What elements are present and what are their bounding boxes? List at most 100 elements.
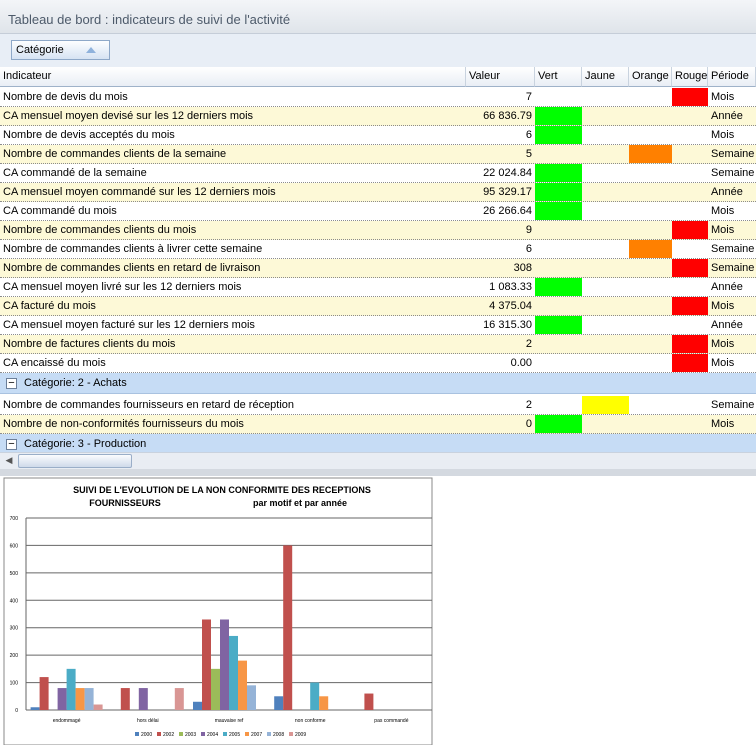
indicator-cell: CA commandé de la semaine <box>3 167 147 179</box>
bar <box>283 545 293 710</box>
bar <box>84 688 94 710</box>
bar <box>66 668 76 710</box>
period-cell: Année <box>711 281 743 293</box>
indicator-cell: Nombre de commandes clients de la semain… <box>3 148 227 160</box>
value-cell: 6 <box>525 243 532 255</box>
indicator-cell: CA mensuel moyen facturé sur les 12 dern… <box>3 319 255 331</box>
period-cell: Mois <box>711 300 735 312</box>
bar <box>193 701 202 710</box>
period-cell: Semaine <box>711 167 755 179</box>
period-cell: Mois <box>711 357 735 369</box>
bar <box>274 696 284 710</box>
indicator-cell: Nombre de factures clients du mois <box>3 338 176 350</box>
column-header: Indicateur <box>0 67 466 87</box>
bar <box>319 696 329 710</box>
legend-swatch <box>223 732 227 736</box>
value-cell: 7 <box>525 91 532 103</box>
indicator-cell: CA commandé du mois <box>3 205 117 217</box>
bar <box>310 682 320 710</box>
indicator-cell: CA encaissé du mois <box>3 357 106 369</box>
x-tick-label: pas commandé <box>374 718 408 724</box>
status-cell <box>535 183 582 201</box>
bar <box>75 688 85 710</box>
bar <box>174 688 184 710</box>
status-cell <box>535 107 582 125</box>
value-cell: 1 083.33 <box>489 281 532 293</box>
status-cell <box>535 316 582 334</box>
group-row[interactable]: Catégorie: 2 - Achats <box>0 373 756 394</box>
indicator-cell: Nombre de commandes clients du mois <box>3 224 197 236</box>
status-cell <box>582 396 629 414</box>
status-cell <box>672 88 708 106</box>
value-cell: 0 <box>525 418 532 430</box>
status-cell <box>672 354 708 372</box>
y-tick-label: 0 <box>15 708 18 714</box>
indicator-cell: Nombre de devis du mois <box>3 91 128 103</box>
grid-row <box>0 335 756 354</box>
window-title: Tableau de bord : indicateurs de suivi d… <box>8 12 291 27</box>
period-cell: Semaine <box>711 262 755 274</box>
legend-swatch <box>201 732 205 736</box>
group-button-label: Catégorie <box>16 44 64 56</box>
legend-swatch <box>179 732 183 736</box>
legend-swatch <box>157 732 161 736</box>
value-cell: 6 <box>525 129 532 141</box>
chart: SUIVI DE L'EVOLUTION DE LA NON CONFORMIT… <box>3 477 433 745</box>
legend-swatch <box>289 732 293 736</box>
expand-button[interactable]: − <box>6 378 17 389</box>
period-cell: Mois <box>711 224 735 236</box>
status-cell <box>535 202 582 220</box>
value-cell: 95 329.17 <box>483 186 532 198</box>
grid-row <box>0 221 756 240</box>
period-cell: Mois <box>711 418 735 430</box>
indicator-cell: Nombre de commandes fournisseurs en reta… <box>3 399 295 411</box>
status-cell <box>672 259 708 277</box>
column-header: Vert <box>535 67 582 87</box>
value-cell: 22 024.84 <box>483 167 532 179</box>
grid-row <box>0 240 756 259</box>
grid-row <box>0 396 756 415</box>
scroll-thumb[interactable] <box>18 454 132 468</box>
legend-label: 2004 <box>207 732 218 738</box>
bar <box>202 619 211 710</box>
period-cell: Mois <box>711 91 735 103</box>
indicator-cell: Nombre de devis acceptés du mois <box>3 129 175 141</box>
h-scrollbar[interactable]: ◀ <box>0 452 756 469</box>
bar <box>220 619 229 710</box>
period-cell: Semaine <box>711 399 755 411</box>
group-panel <box>0 34 756 67</box>
bar <box>211 668 220 710</box>
value-cell: 16 315.30 <box>483 319 532 331</box>
period-cell: Semaine <box>711 148 755 160</box>
value-cell: 0.00 <box>510 357 532 369</box>
y-tick-label: 200 <box>10 653 19 659</box>
group-button[interactable]: Catégorie <box>11 40 110 60</box>
period-cell: Mois <box>711 129 735 141</box>
value-cell: 2 <box>525 399 532 411</box>
period-cell: Mois <box>711 338 735 350</box>
value-cell: 4 375.04 <box>489 300 532 312</box>
expand-button[interactable]: − <box>6 439 17 450</box>
column-header: Période <box>708 67 756 87</box>
scroll-left[interactable]: ◀ <box>5 455 13 465</box>
chart-title: SUIVI DE L'EVOLUTION DE LA NON CONFORMIT… <box>73 485 371 495</box>
legend-label: 2008 <box>273 732 284 738</box>
bar <box>93 704 103 710</box>
bar <box>364 693 374 710</box>
group-row[interactable]: Catégorie: 3 - Production <box>0 434 756 452</box>
period-cell: Année <box>711 186 743 198</box>
value-cell: 66 836.79 <box>483 110 532 122</box>
indicator-cell: Nombre de commandes clients en retard de… <box>3 262 261 274</box>
x-tick-label: endommagé <box>53 718 81 724</box>
indicator-cell: CA mensuel moyen devisé sur les 12 derni… <box>3 110 254 122</box>
period-cell: Mois <box>711 205 735 217</box>
period-cell: Semaine <box>711 243 755 255</box>
bar <box>229 635 238 710</box>
bar <box>138 688 148 710</box>
x-tick-label: mauvaise ref <box>215 718 244 724</box>
value-cell: 26 266.64 <box>483 205 532 217</box>
bar <box>30 707 40 710</box>
legend-label: 2007 <box>251 732 262 738</box>
x-tick-label: non conforme <box>295 718 326 724</box>
